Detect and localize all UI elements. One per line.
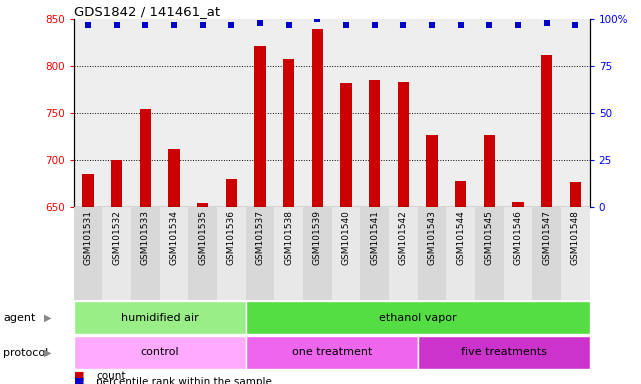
Bar [246, 336, 418, 369]
Bar [418, 336, 590, 369]
Bar [82, 174, 94, 207]
Text: humidified air: humidified air [121, 313, 199, 323]
Bar [111, 160, 122, 207]
Bar [303, 207, 332, 300]
Text: GSM101537: GSM101537 [256, 210, 265, 265]
Bar [254, 46, 266, 207]
Text: count: count [96, 371, 126, 381]
Text: GSM101536: GSM101536 [227, 210, 236, 265]
Text: ■: ■ [74, 377, 84, 384]
Bar [484, 135, 495, 207]
Text: one treatment: one treatment [292, 347, 372, 358]
Text: GSM101538: GSM101538 [284, 210, 293, 265]
Text: agent: agent [3, 313, 36, 323]
Bar [217, 207, 246, 300]
Bar [512, 202, 524, 207]
Text: GSM101543: GSM101543 [428, 210, 437, 265]
Bar [274, 207, 303, 300]
Text: five treatments: five treatments [461, 347, 547, 358]
Bar [446, 207, 475, 300]
Text: GSM101541: GSM101541 [370, 210, 379, 265]
Text: GSM101533: GSM101533 [141, 210, 150, 265]
Bar [397, 82, 409, 207]
Text: GSM101531: GSM101531 [83, 210, 92, 265]
Bar [332, 207, 360, 300]
Text: GSM101532: GSM101532 [112, 210, 121, 265]
Bar [169, 149, 179, 207]
Text: GSM101534: GSM101534 [170, 210, 179, 265]
Text: ▶: ▶ [44, 313, 51, 323]
Bar [504, 207, 533, 300]
Bar [197, 203, 208, 207]
Text: ethanol vapor: ethanol vapor [379, 313, 456, 323]
Bar [533, 207, 561, 300]
Bar [541, 55, 553, 207]
Bar [226, 179, 237, 207]
Text: GSM101546: GSM101546 [513, 210, 522, 265]
Bar [455, 181, 467, 207]
Bar [312, 28, 323, 207]
Text: GSM101547: GSM101547 [542, 210, 551, 265]
Text: ▶: ▶ [44, 348, 51, 358]
Text: protocol: protocol [3, 348, 49, 358]
Text: GSM101540: GSM101540 [342, 210, 351, 265]
Bar [74, 207, 103, 300]
Text: percentile rank within the sample: percentile rank within the sample [96, 377, 272, 384]
Bar [340, 83, 352, 207]
Bar [426, 135, 438, 207]
Text: GSM101544: GSM101544 [456, 210, 465, 265]
Bar [246, 207, 274, 300]
Text: GSM101548: GSM101548 [571, 210, 580, 265]
Bar [74, 301, 246, 334]
Bar [188, 207, 217, 300]
Bar [570, 182, 581, 207]
Bar [418, 207, 446, 300]
Bar [360, 207, 389, 300]
Bar [246, 301, 590, 334]
Text: GSM101535: GSM101535 [198, 210, 207, 265]
Text: GSM101539: GSM101539 [313, 210, 322, 265]
Text: ■: ■ [74, 371, 84, 381]
Bar [389, 207, 418, 300]
Text: GDS1842 / 141461_at: GDS1842 / 141461_at [74, 5, 220, 18]
Bar [74, 336, 246, 369]
Bar [160, 207, 188, 300]
Text: GSM101542: GSM101542 [399, 210, 408, 265]
Bar [561, 207, 590, 300]
Bar [140, 109, 151, 207]
Bar [283, 59, 294, 207]
Text: GSM101545: GSM101545 [485, 210, 494, 265]
Bar [131, 207, 160, 300]
Text: control: control [140, 347, 179, 358]
Bar [103, 207, 131, 300]
Bar [475, 207, 504, 300]
Bar [369, 80, 381, 207]
